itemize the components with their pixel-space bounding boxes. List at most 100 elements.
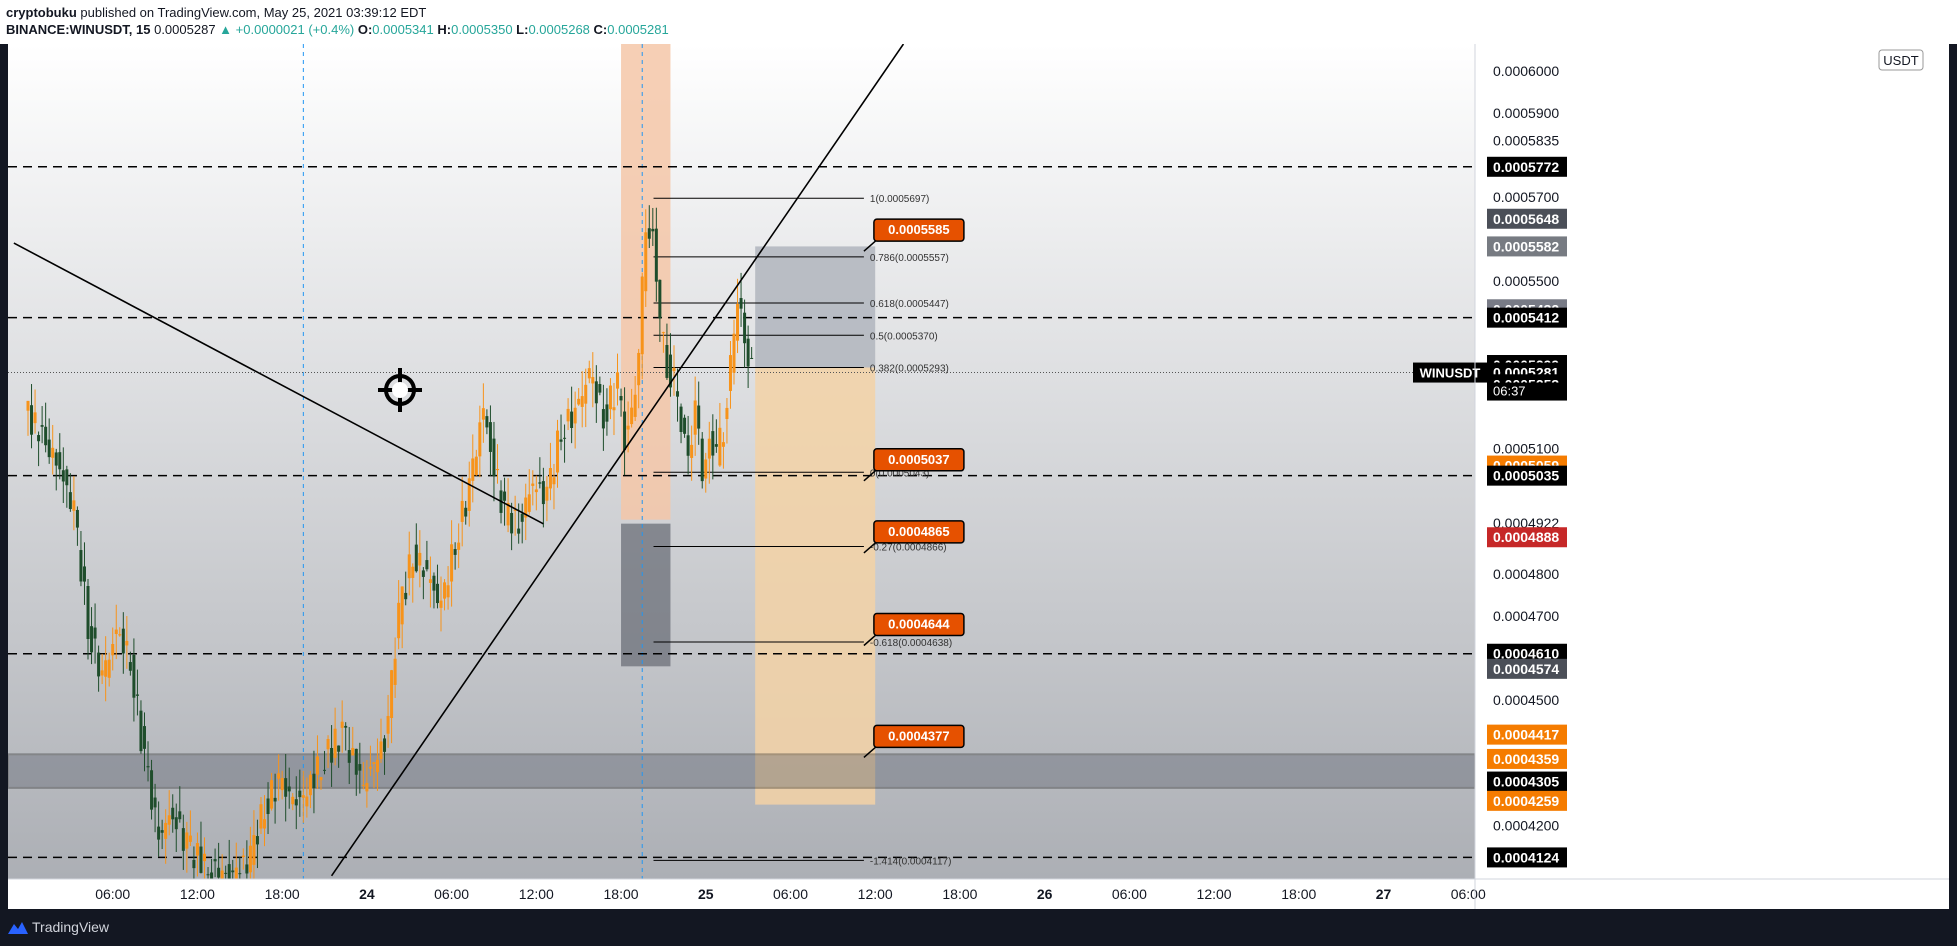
candle-body[interactable] bbox=[443, 582, 447, 599]
candle-body[interactable] bbox=[308, 774, 312, 796]
price-level-tag[interactable] bbox=[1487, 465, 1567, 486]
candle-body[interactable] bbox=[178, 811, 182, 820]
candle-body[interactable] bbox=[245, 864, 249, 874]
candle-body[interactable] bbox=[478, 422, 482, 457]
candle-body[interactable] bbox=[206, 874, 210, 876]
candle-body[interactable] bbox=[503, 491, 507, 501]
candle-body[interactable] bbox=[435, 583, 439, 604]
candle-body[interactable] bbox=[40, 425, 44, 427]
candle-body[interactable] bbox=[365, 783, 369, 792]
candle-body[interactable] bbox=[227, 864, 231, 881]
candle-body[interactable] bbox=[453, 549, 457, 555]
candle-body[interactable] bbox=[481, 408, 485, 420]
candle-body[interactable] bbox=[566, 408, 570, 422]
ascending-trendline[interactable] bbox=[330, 44, 905, 877]
candle-body[interactable] bbox=[82, 566, 86, 582]
candle-body[interactable] bbox=[418, 552, 422, 566]
candle-body[interactable] bbox=[199, 846, 203, 873]
candle-body[interactable] bbox=[340, 721, 344, 728]
candle-body[interactable] bbox=[407, 554, 411, 579]
candle-body[interactable] bbox=[513, 509, 517, 511]
candle-body[interactable] bbox=[485, 416, 489, 428]
candle-body[interactable] bbox=[541, 481, 545, 505]
candle-body[interactable] bbox=[693, 400, 697, 435]
candle-body[interactable] bbox=[591, 377, 595, 384]
candle-body[interactable] bbox=[68, 492, 72, 510]
candle-body[interactable] bbox=[527, 494, 531, 512]
candle-body[interactable] bbox=[548, 468, 552, 489]
candle-body[interactable] bbox=[375, 759, 379, 773]
candle-body[interactable] bbox=[315, 756, 319, 775]
callout-box[interactable] bbox=[873, 724, 965, 749]
candle-body[interactable] bbox=[33, 412, 37, 424]
candle-body[interactable] bbox=[725, 407, 729, 420]
candle-body[interactable] bbox=[654, 228, 658, 282]
candle-body[interactable] bbox=[594, 381, 598, 404]
candle-body[interactable] bbox=[51, 447, 55, 458]
price-level-tag[interactable] bbox=[1487, 236, 1567, 257]
candle-body[interactable] bbox=[97, 652, 101, 677]
candle-body[interactable] bbox=[506, 502, 510, 526]
candle-body[interactable] bbox=[665, 344, 669, 378]
candle-body[interactable] bbox=[44, 426, 48, 446]
candle-body[interactable] bbox=[231, 870, 235, 873]
candle-body[interactable] bbox=[383, 738, 387, 752]
price-chart[interactable]: 1(0.0005697) 0.786(0.0005557) 0.618(0.0005… bbox=[8, 44, 1949, 909]
candle-body[interactable] bbox=[203, 853, 206, 862]
candle-body[interactable] bbox=[142, 726, 146, 749]
candle-body[interactable] bbox=[255, 836, 259, 845]
candle-body[interactable] bbox=[210, 872, 214, 881]
candle-body[interactable] bbox=[294, 799, 298, 806]
candle-body[interactable] bbox=[323, 769, 327, 771]
candle-body[interactable] bbox=[743, 312, 747, 344]
candle-body[interactable] bbox=[446, 585, 450, 598]
candle-body[interactable] bbox=[728, 355, 732, 391]
candle-body[interactable] bbox=[601, 409, 605, 429]
candle-body[interactable] bbox=[626, 425, 630, 430]
candle-body[interactable] bbox=[241, 855, 245, 858]
chart-area[interactable]: 1(0.0005697) 0.786(0.0005557) 0.618(0.0005… bbox=[8, 44, 1949, 909]
candle-body[interactable] bbox=[637, 352, 641, 386]
candle-body[interactable] bbox=[358, 764, 362, 771]
candle-body[interactable] bbox=[174, 817, 178, 830]
candle-body[interactable] bbox=[30, 405, 34, 435]
candle-body[interactable] bbox=[287, 786, 291, 792]
candle-body[interactable] bbox=[337, 745, 341, 752]
candle-body[interactable] bbox=[520, 513, 524, 522]
currency-badge[interactable] bbox=[1878, 49, 1924, 71]
candle-body[interactable] bbox=[132, 654, 136, 698]
candle-body[interactable] bbox=[192, 859, 196, 869]
candle-body[interactable] bbox=[608, 385, 612, 410]
candle-body[interactable] bbox=[570, 411, 574, 428]
candle-body[interactable] bbox=[354, 748, 358, 775]
candle-body[interactable] bbox=[390, 670, 394, 719]
candle-body[interactable] bbox=[319, 777, 323, 781]
price-level-tag[interactable] bbox=[1487, 790, 1567, 811]
candle-body[interactable] bbox=[661, 332, 665, 334]
candle-body[interactable] bbox=[372, 762, 376, 765]
candle-body[interactable] bbox=[400, 586, 404, 625]
candle-body[interactable] bbox=[559, 439, 563, 442]
candle-body[interactable] bbox=[160, 830, 164, 833]
candle-body[interactable] bbox=[404, 592, 408, 600]
candle-body[interactable] bbox=[270, 780, 274, 809]
candle-body[interactable] bbox=[414, 544, 418, 572]
candle-body[interactable] bbox=[686, 435, 690, 456]
candle-body[interactable] bbox=[111, 644, 115, 656]
candle-body[interactable] bbox=[700, 438, 704, 482]
candle-body[interactable] bbox=[150, 770, 154, 810]
descending-trendline[interactable] bbox=[13, 242, 544, 525]
candle-body[interactable] bbox=[298, 790, 302, 798]
candle-body[interactable] bbox=[146, 766, 150, 768]
candle-body[interactable] bbox=[495, 468, 499, 471]
callout-box[interactable] bbox=[873, 612, 965, 637]
price-level-tag[interactable] bbox=[1487, 748, 1567, 769]
candle-body[interactable] bbox=[217, 867, 221, 878]
candle-body[interactable] bbox=[291, 796, 295, 805]
candle-body[interactable] bbox=[750, 357, 754, 359]
candle-body[interactable] bbox=[347, 750, 351, 763]
candle-body[interactable] bbox=[598, 384, 602, 393]
candle-body[interactable] bbox=[651, 228, 655, 232]
candle-body[interactable] bbox=[301, 795, 305, 798]
candle-body[interactable] bbox=[90, 626, 94, 653]
